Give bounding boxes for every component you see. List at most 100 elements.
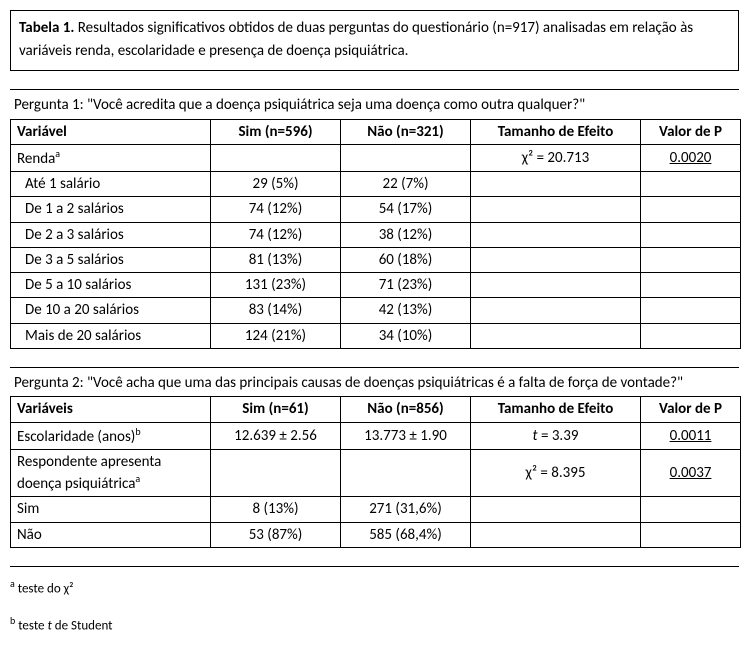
cell-empty <box>471 273 641 298</box>
col-header-pvalue: Valor de P <box>641 119 741 144</box>
cell-empty <box>641 247 741 272</box>
cell-empty <box>211 449 341 497</box>
cell-pvalue: 0.0020 <box>641 144 741 171</box>
col-header-nao: Não (n=321) <box>341 119 471 144</box>
cell-empty <box>471 222 641 247</box>
cell-empty <box>471 497 641 522</box>
table-row: Até 1 salário 29 (5%) 22 (7%) <box>11 172 741 197</box>
cell-empty <box>641 222 741 247</box>
group-row-renda: Rendaa χ² = 20.713 0.0020 <box>11 144 741 171</box>
footnote-a: a teste do χ² <box>10 577 739 596</box>
col-header-variable: Variáveis <box>11 397 211 422</box>
row-label: De 1 a 2 salários <box>11 197 211 222</box>
table-caption: Tabela 1. Resultados significativos obti… <box>10 10 739 71</box>
row-label: De 5 a 10 salários <box>11 273 211 298</box>
question2-table: Variáveis Sim (n=61) Não (n=856) Tamanho… <box>10 396 741 548</box>
cell-empty <box>341 449 471 497</box>
table-row: Mais de 20 salários 124 (21%) 34 (10%) <box>11 323 741 348</box>
cell-empty <box>471 197 641 222</box>
col-header-pvalue: Valor de P <box>641 397 741 422</box>
footnote-b: b teste t de Student <box>10 614 739 633</box>
cell-pvalue: 0.0011 <box>641 422 741 449</box>
question2-prompt: Pergunta 2: "Você acha que uma das princ… <box>10 367 739 397</box>
question1-prompt: Pergunta 1: "Você acredita que a doença … <box>10 89 739 119</box>
footnotes: a teste do χ² b teste t de Student <box>10 566 739 634</box>
cell-empty <box>641 298 741 323</box>
cell-empty <box>641 522 741 547</box>
effect-stat-value: = 3.39 <box>538 427 579 445</box>
cell-pvalue: 0.0037 <box>641 449 741 497</box>
cell-nao: 34 (10%) <box>341 323 471 348</box>
row-label-sup: a <box>135 472 140 485</box>
col-header-sim: Sim (n=61) <box>211 397 341 422</box>
col-header-effect: Tamanho de Efeito <box>471 397 641 422</box>
cell-nao: 13.773 ± 1.90 <box>341 422 471 449</box>
cell-sim: 131 (23%) <box>211 273 341 298</box>
cell-empty <box>641 323 741 348</box>
cell-empty <box>641 497 741 522</box>
cell-empty <box>211 144 341 171</box>
page: Tabela 1. Resultados significativos obti… <box>0 0 755 661</box>
cell-nao: 54 (17%) <box>341 197 471 222</box>
cell-empty <box>641 197 741 222</box>
table-row: De 10 a 20 salários 83 (14%) 42 (13%) <box>11 298 741 323</box>
cell-nao: 71 (23%) <box>341 273 471 298</box>
cell-empty <box>341 144 471 171</box>
row-label: De 10 a 20 salários <box>11 298 211 323</box>
table-row: Não 53 (87%) 585 (68,4%) <box>11 522 741 547</box>
row-label: Até 1 salário <box>11 172 211 197</box>
col-header-sim: Sim (n=596) <box>211 119 341 144</box>
group-label-sup: a <box>55 147 60 160</box>
row-respondente: Respondente apresenta doença psiquiátric… <box>11 449 741 497</box>
question1-table: Variável Sim (n=596) Não (n=321) Tamanho… <box>10 119 741 349</box>
cell-empty <box>471 172 641 197</box>
table-header-row: Variáveis Sim (n=61) Não (n=856) Tamanho… <box>11 397 741 422</box>
footnote-text: teste do χ² <box>18 581 74 596</box>
spacer <box>10 71 739 89</box>
table-header-row: Variável Sim (n=596) Não (n=321) Tamanho… <box>11 119 741 144</box>
cell-sim: 8 (13%) <box>211 497 341 522</box>
cell-nao: 585 (68,4%) <box>341 522 471 547</box>
cell-nao: 22 (7%) <box>341 172 471 197</box>
cell-empty <box>641 273 741 298</box>
table-caption-label: Tabela 1. <box>19 19 74 37</box>
cell-effect: χ² = 20.713 <box>471 144 641 171</box>
cell-sim: 12.639 ± 2.56 <box>211 422 341 449</box>
cell-effect: t = 3.39 <box>471 422 641 449</box>
cell-empty <box>471 323 641 348</box>
cell-empty <box>471 298 641 323</box>
row-label-sup: b <box>135 425 140 438</box>
cell-nao: 60 (18%) <box>341 247 471 272</box>
pvalue-text: 0.0020 <box>670 149 712 167</box>
table-row: De 2 a 3 salários 74 (12%) 38 (12%) <box>11 222 741 247</box>
table-row: De 1 a 2 salários 74 (12%) 54 (17%) <box>11 197 741 222</box>
cell-nao: 38 (12%) <box>341 222 471 247</box>
cell-sim: 83 (14%) <box>211 298 341 323</box>
spacer <box>10 349 739 367</box>
row-label: De 2 a 3 salários <box>11 222 211 247</box>
col-header-effect: Tamanho de Efeito <box>471 119 641 144</box>
table-caption-text: Resultados significativos obtidos de dua… <box>19 19 693 60</box>
cell-effect: χ² = 8.395 <box>471 449 641 497</box>
row-label-text: Escolaridade (anos) <box>17 428 135 446</box>
row-label: Escolaridade (anos)b <box>11 422 211 449</box>
cell-sim: 74 (12%) <box>211 197 341 222</box>
row-label: Não <box>11 522 211 547</box>
pvalue-text: 0.0011 <box>670 427 712 445</box>
table-row: De 3 a 5 salários 81 (13%) 60 (18%) <box>11 247 741 272</box>
cell-empty <box>471 522 641 547</box>
cell-empty <box>471 247 641 272</box>
pvalue-text: 0.0037 <box>670 464 712 482</box>
row-label: Mais de 20 salários <box>11 323 211 348</box>
cell-sim: 53 (87%) <box>211 522 341 547</box>
cell-nao: 271 (31,6%) <box>341 497 471 522</box>
cell-sim: 74 (12%) <box>211 222 341 247</box>
group-label: Rendaa <box>11 144 211 171</box>
cell-nao: 42 (13%) <box>341 298 471 323</box>
footnote-text: de Student <box>52 618 113 633</box>
row-label: Sim <box>11 497 211 522</box>
footnote-text: teste <box>18 618 47 633</box>
group-label-text: Renda <box>17 150 55 168</box>
table-row: Sim 8 (13%) 271 (31,6%) <box>11 497 741 522</box>
cell-sim: 124 (21%) <box>211 323 341 348</box>
